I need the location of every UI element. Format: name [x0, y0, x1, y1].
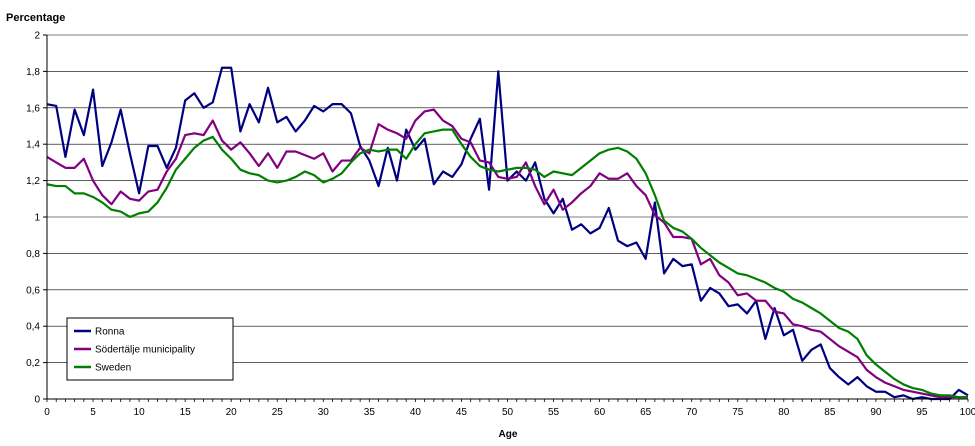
x-tick-label: 15	[180, 407, 192, 418]
x-tick-label: 30	[318, 407, 330, 418]
y-tick-label: 1,6	[26, 103, 40, 114]
x-tick-label: 65	[640, 407, 652, 418]
y-tick-label: 1,2	[26, 176, 40, 187]
x-tick-label: 0	[44, 407, 50, 418]
x-tick-label: 45	[456, 407, 468, 418]
y-tick-label: 2	[34, 31, 40, 42]
x-tick-label: 20	[226, 407, 238, 418]
x-tick-label: 70	[686, 407, 698, 418]
legend-label: Ronna	[95, 327, 125, 338]
x-tick-label: 50	[502, 407, 514, 418]
x-tick-label: 100	[960, 407, 975, 418]
legend-box	[66, 317, 234, 381]
axes: 00,20,40,60,811,21,41,61,820 5 10 15 20 25 30 3…	[26, 31, 975, 419]
y-tick-label: 0,4	[26, 322, 40, 333]
x-tick-label: 60	[594, 407, 606, 418]
y-axis-title: Percentage	[6, 12, 65, 24]
series-line-s-dert-lje-municipality	[46, 108, 968, 399]
x-tick-label: 40	[410, 407, 422, 418]
gridlines	[47, 34, 968, 363]
y-tick-label: 1	[34, 213, 40, 224]
y-tick-label: 0,2	[26, 358, 40, 369]
x-tick-label: 90	[870, 407, 882, 418]
x-tick-label: 75	[732, 407, 744, 418]
series-line-ronna	[46, 66, 969, 401]
x-tick-label: 10	[134, 407, 146, 418]
x-tick-label: 55	[548, 407, 560, 418]
x-axis-title: Age	[499, 429, 518, 440]
series-lines	[46, 66, 969, 401]
x-tick-label: 25	[272, 407, 284, 418]
y-tick-label: 1,8	[26, 67, 40, 78]
legend-label: Södertälje municipality	[95, 345, 195, 356]
x-tick-label: 95	[916, 407, 928, 418]
y-tick-label: 0,8	[26, 249, 40, 260]
legend: Ronna Södertälje municipality Sweden	[66, 317, 234, 381]
y-tick-label: 0,6	[26, 285, 40, 296]
y-tick-label: 1,4	[26, 140, 40, 151]
x-tick-label: 35	[364, 407, 376, 418]
x-tick-label: 5	[90, 407, 96, 418]
x-tick-label: 80	[778, 407, 790, 418]
series-line-sweden	[46, 128, 968, 399]
x-tick-label: 85	[824, 407, 836, 418]
y-tick-label: 0	[34, 395, 40, 406]
legend-label: Sweden	[95, 363, 131, 374]
